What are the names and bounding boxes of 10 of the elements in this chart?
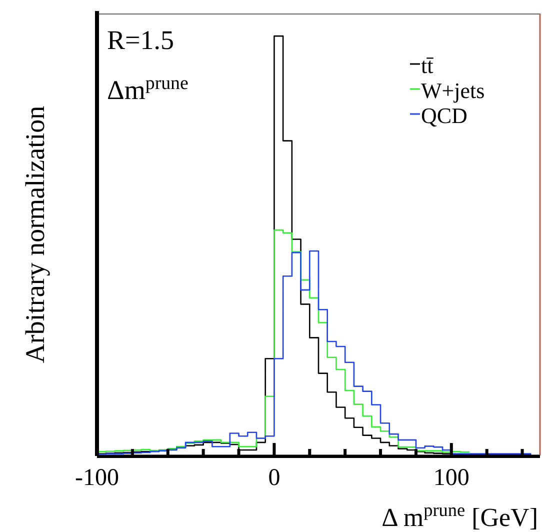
x-tick-label: 100 — [433, 465, 470, 491]
legend-label: tt̄ — [421, 53, 434, 78]
y-axis-title: Arbitrary normalization — [20, 105, 50, 364]
x-axis-title: Δ m$^{prune}$ [GeV] — [382, 500, 538, 532]
x-tick-label: 0 — [268, 465, 280, 491]
annotation: R=1.5 — [107, 25, 174, 55]
legend-label: W+jets — [421, 78, 485, 103]
legend-label: QCD — [421, 103, 468, 128]
annotation: Δm$^{prune}$ — [107, 72, 188, 105]
x-tick-label: -100 — [75, 465, 119, 491]
